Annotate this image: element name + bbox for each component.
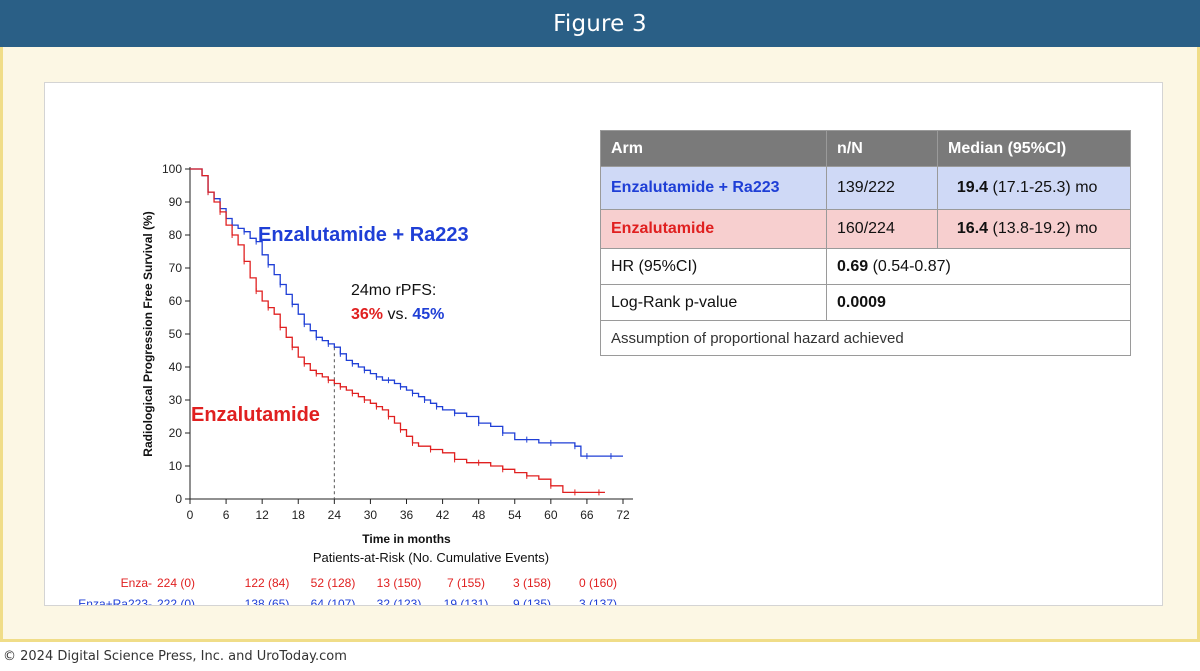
stats-row-note: Assumption of proportional hazard achiev…: [600, 320, 1131, 356]
risk-row-label: Enza+Ra223-: [78, 597, 152, 605]
header-median: Median (95%CI): [937, 130, 1131, 167]
y-tick-label: 100: [162, 162, 182, 176]
risk-cell: 19 (131): [444, 597, 489, 605]
x-tick-label: 48: [472, 508, 486, 522]
x-tick-label: 54: [508, 508, 522, 522]
combo-survival-curve: [190, 168, 623, 457]
x-tick-label: 12: [255, 508, 269, 522]
figure-header: Figure 3: [0, 0, 1200, 47]
x-tick-label: 0: [187, 508, 194, 522]
rpfs-values: 36% vs. 45%: [351, 306, 444, 323]
logrank-label: Log-Rank p-value: [600, 284, 827, 321]
risk-cell: 13 (150): [377, 576, 422, 590]
stats-row-logrank: Log-Rank p-value 0.0009: [600, 284, 1131, 321]
enza-ci: (13.8-19.2) mo: [992, 220, 1098, 237]
y-tick-label: 10: [169, 459, 183, 473]
combo-ci: (17.1-25.3) mo: [992, 179, 1098, 196]
y-tick-label: 20: [169, 426, 183, 440]
risk-row-label: Enza-: [121, 576, 152, 590]
hr-label: HR (95%CI): [600, 248, 827, 285]
risk-cell: 32 (123): [377, 597, 422, 605]
enza-survival-curve: [190, 168, 605, 494]
enza-median-cell: 16.4 (13.8-19.2) mo: [937, 209, 1131, 249]
y-tick-label: 40: [169, 360, 183, 374]
combo-nN: 139/222: [826, 166, 938, 210]
km-chart: 0 10 20 30 40 50 60 70 80 90 100 0 6 12 18 24 30 36 42 48 54…: [78, 162, 633, 605]
header-nN: n/N: [826, 130, 938, 167]
x-tick-label: 60: [544, 508, 558, 522]
combo-median: 19.4: [956, 179, 989, 196]
copyright-text: © 2024 Digital Science Press, Inc. and U…: [3, 649, 347, 664]
stats-row-combo: Enzalutamide + Ra223 139/222 19.4 (17.1-…: [600, 166, 1131, 210]
risk-table-title: Patients-at-Risk (No. Cumulative Events): [313, 550, 549, 565]
enza-curve-label: Enzalutamide: [191, 404, 320, 426]
hr-ci: (0.54-0.87): [872, 257, 951, 275]
logrank-value: 0.0009: [837, 293, 886, 311]
figure-title: Figure 3: [553, 10, 647, 37]
y-tick-label: 0: [175, 492, 182, 506]
enza-nN: 160/224: [826, 209, 938, 249]
combo-arm: Enzalutamide + Ra223: [600, 166, 827, 210]
risk-cell: 52 (128): [311, 576, 356, 590]
rpfs-title: 24mo rPFS:: [351, 282, 436, 299]
hr-value-cell: 0.69 (0.54-0.87): [826, 248, 1131, 285]
y-tick-label: 80: [169, 228, 183, 242]
stats-row-enza: Enzalutamide 160/224 16.4 (13.8-19.2) mo: [600, 209, 1131, 249]
x-tick-label: 24: [328, 508, 342, 522]
ph-note: Assumption of proportional hazard achiev…: [600, 320, 1131, 356]
risk-cell: 222 (0): [157, 597, 195, 605]
enza-arm: Enzalutamide: [600, 209, 827, 249]
x-tick-label: 66: [580, 508, 594, 522]
y-tick-label: 70: [169, 261, 183, 275]
x-tick-label: 36: [400, 508, 414, 522]
y-axis-label: Radiological Progression Free Survival (…: [141, 211, 155, 456]
stats-table: Arm n/N Median (95%CI) Enzalutamide + Ra…: [600, 130, 1131, 356]
y-tick-label: 90: [169, 195, 183, 209]
y-tick-label: 30: [169, 393, 183, 407]
header-arm: Arm: [600, 130, 827, 167]
risk-cell: 3 (158): [513, 576, 551, 590]
x-tick-label: 18: [292, 508, 306, 522]
risk-cell: 64 (107): [311, 597, 356, 605]
x-tick-label: 72: [616, 508, 630, 522]
stats-row-hr: HR (95%CI) 0.69 (0.54-0.87): [600, 248, 1131, 285]
figure-panel: 0 10 20 30 40 50 60 70 80 90 100 0 6 12 18 24 30 36 42 48 54…: [44, 82, 1163, 606]
risk-cell: 9 (135): [513, 597, 551, 605]
risk-cell: 122 (84): [245, 576, 290, 590]
y-tick-label: 50: [169, 327, 183, 341]
risk-cell: 3 (137): [579, 597, 617, 605]
x-tick-label: 30: [364, 508, 378, 522]
x-tick-label: 6: [223, 508, 230, 522]
hr-value: 0.69: [837, 257, 869, 275]
y-tick-label: 60: [169, 294, 183, 308]
risk-cell: 224 (0): [157, 576, 195, 590]
risk-cell: 7 (155): [447, 576, 485, 590]
risk-cell: 0 (160): [579, 576, 617, 590]
risk-cell: 138 (65): [245, 597, 290, 605]
x-tick-label: 42: [436, 508, 450, 522]
combo-median-cell: 19.4 (17.1-25.3) mo: [937, 166, 1131, 210]
x-axis-label: Time in months: [362, 532, 451, 546]
stats-header-row: Arm n/N Median (95%CI): [600, 130, 1131, 167]
figure-frame: 0 10 20 30 40 50 60 70 80 90 100 0 6 12 18 24 30 36 42 48 54…: [0, 47, 1200, 642]
combo-curve-label: Enzalutamide + Ra223: [258, 224, 469, 246]
logrank-value-cell: 0.0009: [826, 284, 1131, 321]
enza-median: 16.4: [956, 220, 989, 237]
